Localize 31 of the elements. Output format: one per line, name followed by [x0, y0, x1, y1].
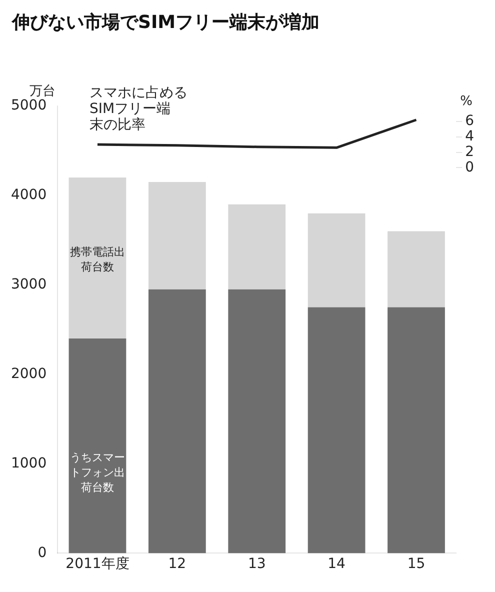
- y-axis-title: 万台: [30, 84, 56, 99]
- bar: [308, 213, 366, 308]
- bar: [148, 289, 206, 554]
- series-label: うちスマートフォン出荷台数: [70, 451, 125, 494]
- bar: [388, 231, 445, 308]
- series-label: 携帯電話出荷台数: [70, 245, 125, 274]
- bar: [308, 307, 366, 554]
- bar: [388, 307, 445, 554]
- y-tick-label: 4000: [10, 187, 47, 204]
- y-tick-label: 2000: [10, 366, 47, 382]
- y2-tick-label: 2: [465, 144, 474, 160]
- x-tick-label: 15: [407, 556, 426, 572]
- x-tick-label: 13: [248, 556, 266, 572]
- bar: [68, 178, 126, 339]
- y-tick-label: 5000: [10, 98, 47, 114]
- chart-title: 伸びない市場でSIMフリー端末が増加: [10, 11, 321, 35]
- y2-tick-label: 4: [465, 128, 474, 144]
- bar: [68, 338, 126, 554]
- x-tick-label: 14: [328, 556, 346, 572]
- y-tick-label: 3000: [10, 276, 47, 293]
- bar: [228, 204, 286, 290]
- x-tick-label: 12: [168, 556, 186, 572]
- bar: [228, 289, 286, 554]
- series-label: スマホに占めるSIMフリー端末の比率: [89, 85, 188, 134]
- bar: [148, 182, 206, 290]
- y-tick-label: 0: [38, 544, 47, 561]
- x-tick-label: 2011年度: [66, 556, 130, 572]
- y-tick-label: 1000: [10, 455, 47, 472]
- y2-tick-label: 6: [465, 113, 474, 130]
- y2-axis-title: %: [460, 94, 472, 109]
- y2-tick-label: 0: [465, 159, 474, 176]
